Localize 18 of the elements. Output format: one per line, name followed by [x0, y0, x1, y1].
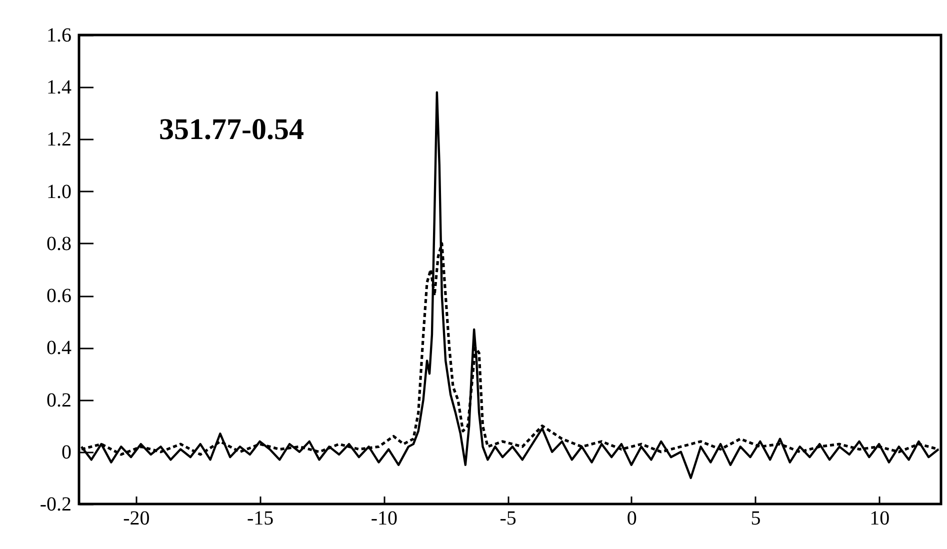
y-tick-label: 1.2	[46, 128, 72, 151]
x-tick-label: 10	[870, 508, 890, 530]
y-tick-label: 0.4	[46, 337, 72, 360]
y-tick-label: 0.2	[46, 389, 72, 412]
y-tick-label: -0.2	[40, 494, 72, 516]
x-tick-label: 0	[626, 508, 637, 530]
annotation: 351.77-0.54	[159, 113, 304, 146]
x-tick-label: 5	[750, 508, 761, 530]
y-tick-label: 1.6	[46, 24, 72, 46]
x-tick-label: -10	[370, 508, 398, 530]
y-tick-label: 0.8	[46, 232, 72, 255]
x-tick-label: -5	[500, 508, 516, 530]
y-tick-label: 1.4	[46, 76, 72, 99]
y-tick-label: 1.0	[46, 180, 72, 203]
x-tick-label: -15	[246, 508, 274, 530]
x-tick-label: -20	[123, 508, 150, 530]
y-tick-label: 0.6	[46, 285, 72, 308]
y-tick-label: 0	[62, 441, 72, 464]
